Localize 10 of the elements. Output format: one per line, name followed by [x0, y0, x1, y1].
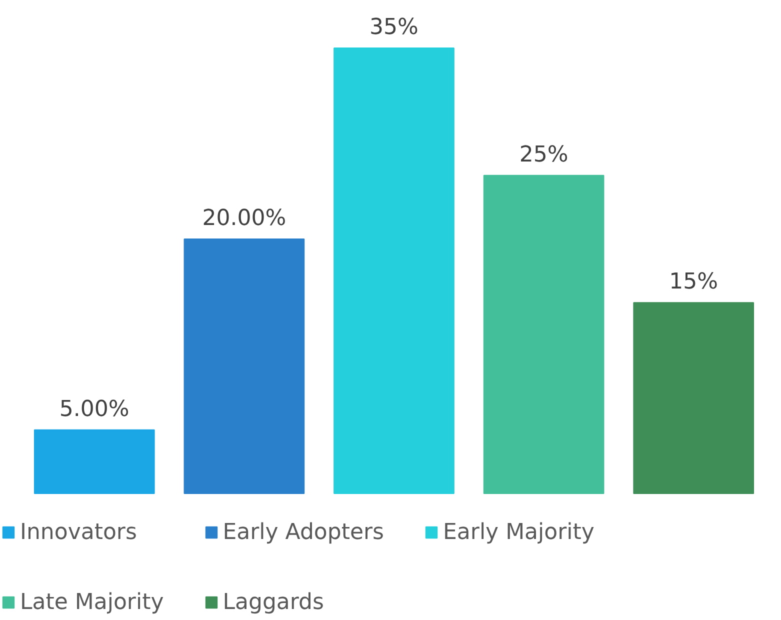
data-label: 15% [669, 270, 718, 295]
legend-label: Early Majority [443, 518, 594, 546]
legend-label: Early Adopters [222, 518, 384, 546]
legend-label: Late Majority [20, 588, 164, 616]
data-label: 20.00% [202, 206, 286, 231]
data-label: 25% [519, 142, 568, 168]
legend-label: Innovators [20, 518, 137, 546]
data-label: 5.00% [59, 396, 130, 422]
legend-label: Laggards [222, 588, 324, 616]
data-label: 35% [370, 15, 418, 40]
